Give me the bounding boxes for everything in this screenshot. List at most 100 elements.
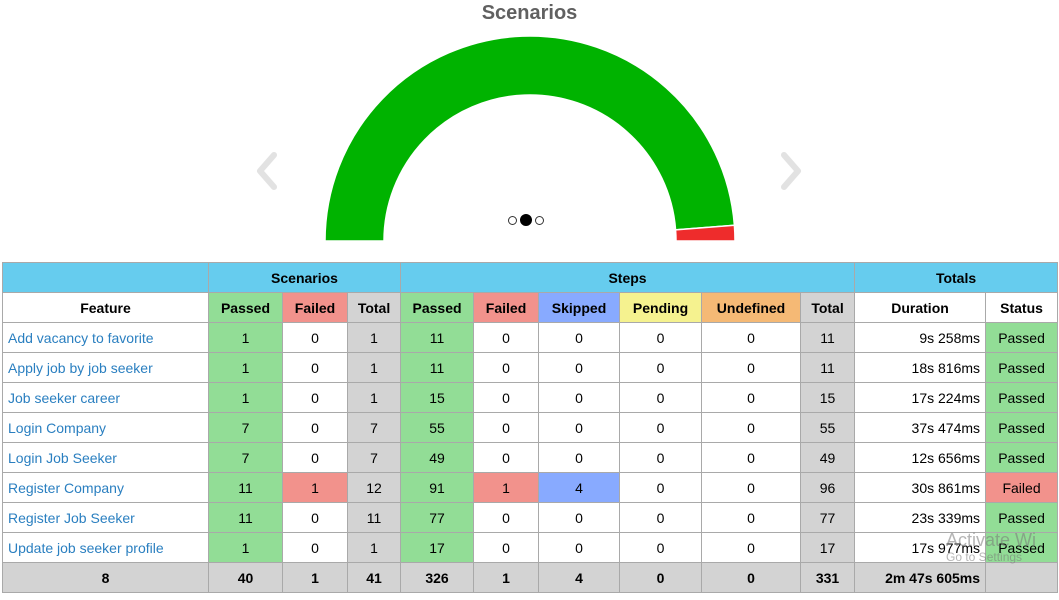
cell-scenarios-failed: 0 — [282, 532, 348, 563]
total-scenarios-total: 41 — [346, 562, 402, 593]
cell-steps-failed: 1 — [473, 472, 540, 503]
cell-scenarios-total: 1 — [346, 532, 402, 563]
cell-steps-passed: 11 — [400, 352, 475, 383]
cell-steps-failed: 0 — [473, 352, 540, 383]
cell-status: Passed — [985, 322, 1059, 353]
carousel-next-button[interactable] — [776, 148, 806, 194]
cell-scenarios-failed: 1 — [282, 472, 348, 503]
cell-status: Passed — [985, 532, 1059, 563]
cell-duration: 23s 339ms — [854, 502, 987, 533]
cell-steps-failed: 0 — [473, 502, 540, 533]
col-header-steps-total[interactable]: Total — [800, 292, 856, 323]
cell-duration: 37s 474ms — [854, 412, 987, 443]
feature-cell: Login Job Seeker — [2, 442, 209, 473]
carousel-dot-1[interactable] — [508, 215, 517, 225]
feature-link[interactable]: Register Company — [8, 479, 124, 496]
col-header-steps-failed[interactable]: Failed — [473, 292, 540, 323]
carousel-prev-button[interactable] — [252, 148, 282, 194]
table-row: Login Job Seeker 7 0 7 49 0 0 0 0 49 12s 656ms Pass… — [2, 442, 1059, 473]
scenarios-gauge — [324, 35, 736, 242]
cell-duration: 12s 656ms — [854, 442, 987, 473]
cell-status: Passed — [985, 382, 1059, 413]
cell-steps-skipped: 0 — [538, 442, 621, 473]
col-header-steps-passed[interactable]: Passed — [400, 292, 475, 323]
group-header-totals: Totals — [854, 262, 1059, 293]
cell-steps-total: 96 — [800, 472, 856, 503]
cell-steps-undefined: 0 — [701, 382, 802, 413]
cell-duration: 9s 258ms — [854, 322, 987, 353]
cell-scenarios-failed: 0 — [282, 412, 348, 443]
cell-duration: 30s 861ms — [854, 472, 987, 503]
cell-steps-passed: 15 — [400, 382, 475, 413]
cell-steps-skipped: 0 — [538, 412, 621, 443]
total-steps-pending: 0 — [619, 562, 703, 593]
feature-link[interactable]: Update job seeker profile — [8, 539, 164, 556]
cell-duration: 18s 816ms — [854, 352, 987, 383]
chevron-right-icon — [781, 152, 801, 190]
cell-scenarios-passed: 7 — [208, 412, 283, 443]
cell-steps-failed: 0 — [473, 532, 540, 563]
cell-steps-pending: 0 — [619, 322, 703, 353]
cell-steps-total: 11 — [800, 322, 856, 353]
cell-status: Failed — [985, 472, 1059, 503]
cell-steps-undefined: 0 — [701, 322, 802, 353]
cell-steps-pending: 0 — [619, 502, 703, 533]
chart-title: Scenarios — [481, 2, 578, 24]
cell-steps-skipped: 0 — [538, 352, 621, 383]
cell-scenarios-passed: 1 — [208, 322, 283, 353]
feature-link[interactable]: Add vacancy to favorite — [8, 329, 154, 346]
total-steps-failed: 1 — [473, 562, 540, 593]
cell-steps-skipped: 0 — [538, 382, 621, 413]
cell-steps-passed: 17 — [400, 532, 475, 563]
cell-scenarios-passed: 1 — [208, 532, 283, 563]
cell-scenarios-failed: 0 — [282, 442, 348, 473]
cell-steps-pending: 0 — [619, 532, 703, 563]
feature-cell: Add vacancy to favorite — [2, 322, 209, 353]
cell-steps-skipped: 4 — [538, 472, 621, 503]
col-header-scenarios-failed[interactable]: Failed — [282, 292, 348, 323]
cell-scenarios-passed: 11 — [208, 502, 283, 533]
carousel-dot-3[interactable] — [535, 215, 544, 225]
total-steps-undefined: 0 — [701, 562, 802, 593]
total-steps-total: 331 — [800, 562, 856, 593]
feature-link[interactable]: Login Job Seeker — [8, 449, 117, 466]
cell-steps-total: 55 — [800, 412, 856, 443]
feature-cell: Register Company — [2, 472, 209, 503]
cell-steps-undefined: 0 — [701, 412, 802, 443]
cell-scenarios-failed: 0 — [282, 382, 348, 413]
col-header-scenarios-total[interactable]: Total — [346, 292, 402, 323]
col-header-duration[interactable]: Duration — [854, 292, 987, 323]
total-feature-count: 8 — [2, 562, 209, 593]
gauge-slice-passed[interactable] — [324, 35, 736, 242]
cell-steps-failed: 0 — [473, 382, 540, 413]
totals-row: 8 40 1 41 326 1 4 0 0 331 2m 47s 605ms — [2, 562, 1059, 593]
col-header-scenarios-passed[interactable]: Passed — [208, 292, 283, 323]
cell-steps-pending: 0 — [619, 352, 703, 383]
col-header-status[interactable]: Status — [985, 292, 1059, 323]
feature-cell: Job seeker career — [2, 382, 209, 413]
chevron-left-icon — [257, 152, 277, 190]
total-status — [985, 562, 1059, 593]
feature-link[interactable]: Login Company — [8, 419, 107, 436]
carousel-dot-2[interactable] — [520, 214, 532, 226]
col-header-feature[interactable]: Feature — [2, 292, 209, 323]
cell-status: Passed — [985, 352, 1059, 383]
col-header-steps-undefined[interactable]: Undefined — [701, 292, 802, 323]
gauge-slice-failed[interactable] — [674, 224, 736, 242]
cell-scenarios-total: 7 — [346, 412, 402, 443]
cell-steps-undefined: 0 — [701, 472, 802, 503]
cell-duration: 17s 977ms — [854, 532, 987, 563]
cell-steps-skipped: 0 — [538, 532, 621, 563]
cell-steps-total: 17 — [800, 532, 856, 563]
total-scenarios-failed: 1 — [282, 562, 348, 593]
cell-steps-pending: 0 — [619, 412, 703, 443]
report-body: Add vacancy to favorite 1 0 1 11 0 0 0 0 11 9s 258… — [2, 322, 1059, 593]
feature-link[interactable]: Apply job by job seeker — [8, 359, 153, 376]
col-header-steps-pending[interactable]: Pending — [619, 292, 703, 323]
cell-steps-undefined: 0 — [701, 502, 802, 533]
table-row: Login Company 7 0 7 55 0 0 0 0 55 37s 474ms Passed — [2, 412, 1059, 443]
feature-link[interactable]: Job seeker career — [8, 389, 121, 406]
cell-scenarios-passed: 7 — [208, 442, 283, 473]
feature-link[interactable]: Register Job Seeker — [8, 509, 135, 526]
col-header-steps-skipped[interactable]: Skipped — [538, 292, 621, 323]
